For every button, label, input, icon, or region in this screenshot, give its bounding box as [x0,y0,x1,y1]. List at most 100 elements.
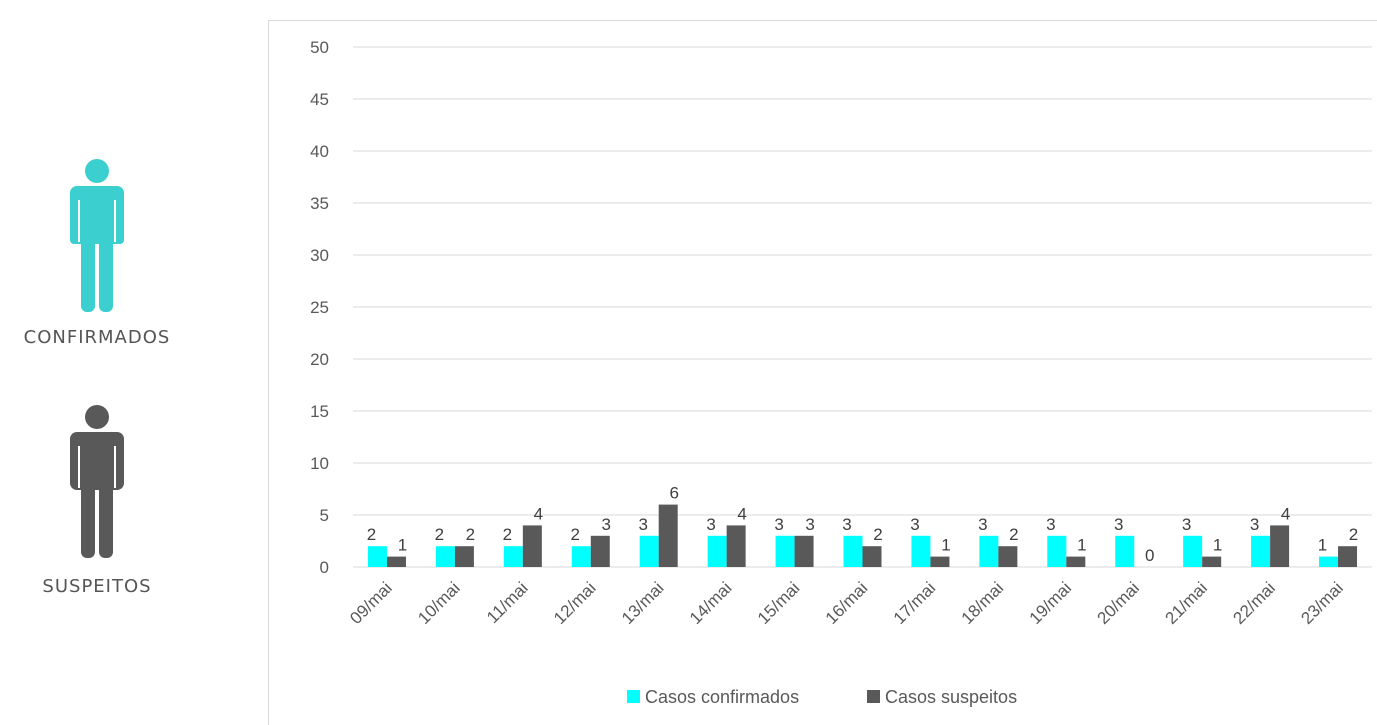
bar [522,525,542,567]
bar [639,535,659,567]
data-label: 3 [1046,515,1055,534]
x-tick-label: 10/mai [414,578,464,628]
data-label: 4 [737,504,746,523]
data-label: 3 [1250,515,1259,534]
bar [930,556,950,567]
data-label: 6 [669,484,678,503]
data-label: 2 [571,525,580,544]
legend-swatch [867,690,880,703]
gridlines [353,46,1372,568]
bar [979,535,999,567]
data-label: 3 [910,515,919,534]
data-label: 1 [941,536,950,555]
data-label: 2 [1009,525,1018,544]
confirmed-label: CONFIRMADOS [23,327,171,348]
x-tick-label: 13/mai [618,578,668,628]
y-tick-label: 30 [310,246,329,265]
x-tick-label: 23/mai [1297,578,1347,628]
bar [998,546,1018,567]
bar [707,535,727,567]
bar [794,535,814,567]
x-tick-label: 16/mai [822,578,872,628]
data-label: 1 [1213,536,1222,555]
x-tick-label: 15/mai [754,578,804,628]
bar [1251,535,1271,567]
confirmed-person-icon [70,159,124,312]
bar [1270,525,1290,567]
data-label: 3 [774,515,783,534]
bar [1202,556,1222,567]
y-tick-label: 15 [310,402,329,421]
data-label: 1 [1077,536,1086,555]
bars [367,504,1358,567]
legend: Casos confirmados Casos suspeitos [627,687,1017,707]
bar [726,525,746,567]
data-label: 3 [805,515,814,534]
y-tick-label: 50 [310,38,329,57]
y-tick-label: 20 [310,350,329,369]
x-tick-label: 09/mai [346,578,396,628]
suspected-person-icon [70,405,124,558]
bar [775,535,795,567]
x-tick-label: 19/mai [1026,578,1076,628]
data-label: 3 [602,515,611,534]
data-label: 0 [1145,546,1154,565]
bar [386,556,406,567]
bar [571,546,591,567]
data-label: 2 [466,525,475,544]
bar [367,546,387,567]
bar [658,504,678,567]
chart-frame [268,20,1377,725]
data-label: 2 [435,525,444,544]
x-tick-label: 21/mai [1161,578,1211,628]
bar [843,535,863,567]
data-label: 2 [873,525,882,544]
bar [911,535,931,567]
bar [862,546,882,567]
y-tick-label: 5 [320,506,329,525]
x-tick-label: 14/mai [686,578,736,628]
data-label: 3 [638,515,647,534]
x-tick-label: 11/mai [483,578,532,627]
legend-entry: Casos confirmados [645,687,799,707]
legend-entry: Casos suspeitos [885,687,1017,707]
x-tick-label: 20/mai [1094,578,1144,628]
bar [1183,535,1203,567]
bar [454,546,474,567]
legend-swatch [627,690,640,703]
data-label: 2 [367,525,376,544]
x-tick-label: 12/mai [550,578,600,628]
y-tick-label: 40 [310,142,329,161]
y-tick-label: 25 [310,298,329,317]
bar [1338,546,1358,567]
bar [1319,556,1339,567]
bar [503,546,523,567]
data-label: 2 [1349,525,1358,544]
data-label: 1 [1318,536,1327,555]
data-label: 2 [503,525,512,544]
x-tick-label: 22/mai [1229,578,1279,628]
data-label: 3 [842,515,851,534]
x-axis-ticks: 09/mai 10/mai 11/mai 12/mai 13/mai 14/mai 15/m… [346,578,1347,628]
data-label: 1 [398,536,407,555]
bar [1066,556,1086,567]
bar [435,546,455,567]
x-tick-label: 18/mai [958,578,1008,628]
data-label: 3 [706,515,715,534]
data-labels: 2 1 2 2 2 4 2 3 3 6 3 4 3 3 3 2 3 1 3 2 3 1 3 0 3 1 3 4 1 2 [367,484,1359,565]
y-axis-ticks: 0 5 10 15 20 25 30 35 40 45 50 [310,38,329,577]
y-tick-label: 0 [320,558,329,577]
bar [1115,535,1135,567]
y-tick-label: 35 [310,194,329,213]
y-tick-label: 45 [310,90,329,109]
data-label: 3 [978,515,987,534]
bar [1047,535,1067,567]
data-label: 4 [1281,504,1290,523]
x-tick-label: 17/mai [890,578,940,628]
suspected-label: SUSPEITOS [42,576,152,597]
data-label: 3 [1182,515,1191,534]
data-label: 3 [1114,515,1123,534]
bar [590,535,610,567]
y-tick-label: 10 [310,454,329,473]
